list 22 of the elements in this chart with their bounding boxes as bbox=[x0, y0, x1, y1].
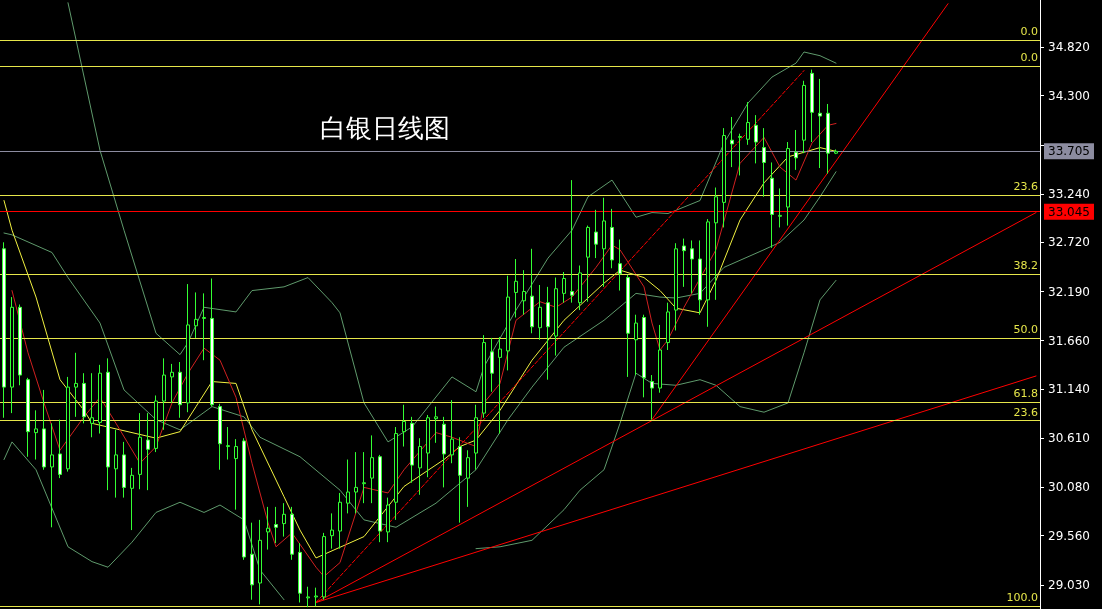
y-tick-label: 32.720 bbox=[1048, 235, 1090, 250]
annotation: 100.0 bbox=[1006, 591, 1038, 605]
y-tick-label: 31.660 bbox=[1048, 333, 1090, 348]
y-tick-label: 29.560 bbox=[1048, 528, 1090, 543]
ref-line-label: 33.705 bbox=[1048, 144, 1090, 159]
y-tick-label: 34.820 bbox=[1048, 40, 1090, 55]
y-tick-label: 33.240 bbox=[1048, 187, 1090, 202]
annotation: 0.0 bbox=[1020, 50, 1038, 64]
y-tick-label: 29.030 bbox=[1048, 577, 1090, 592]
annotation: 38.2 bbox=[1013, 258, 1038, 272]
annotation: 50.0 bbox=[1013, 322, 1038, 336]
text: 白银日线图 bbox=[320, 113, 450, 143]
y-tick-label: 31.140 bbox=[1048, 381, 1090, 396]
y-tick-label: 30.610 bbox=[1048, 431, 1090, 446]
annotation: 23.6 bbox=[1013, 405, 1038, 419]
annotation: 23.6 bbox=[1013, 179, 1038, 193]
y-tick-label: 30.080 bbox=[1048, 480, 1090, 495]
ref-line-label: 33.045 bbox=[1048, 204, 1090, 219]
annotation: 0.0 bbox=[1020, 24, 1038, 38]
y-tick-label: 34.300 bbox=[1048, 88, 1090, 103]
annotation: 61.8 bbox=[1013, 386, 1038, 400]
y-tick-label: 32.190 bbox=[1048, 284, 1090, 299]
